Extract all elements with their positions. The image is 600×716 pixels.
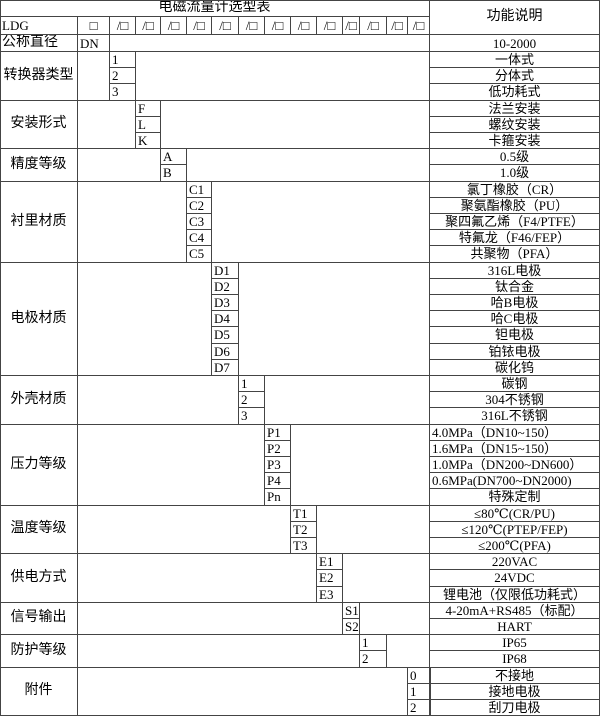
model-code-box: /□ (343, 17, 360, 35)
blank-cell (291, 424, 430, 506)
option-code: 1 (110, 52, 136, 69)
blank-cell (78, 376, 239, 425)
model-code-box: /□ (387, 17, 408, 35)
blank-cell (78, 149, 161, 182)
option-code: C5 (187, 246, 212, 263)
option-code: Pn (265, 489, 291, 506)
group-label: 转换器类型 (0, 52, 78, 101)
model-code-box: /□ (110, 17, 136, 35)
blank-cell (78, 52, 110, 101)
model-code-box: /□ (360, 17, 387, 35)
option-code: C3 (187, 214, 212, 231)
model-code-box: /□ (136, 17, 161, 35)
option-code: C2 (187, 197, 212, 214)
option-code: 2 (110, 68, 136, 85)
group-label: 供电方式 (0, 554, 78, 603)
blank-cell (161, 100, 430, 150)
blank-cell (110, 35, 430, 52)
model-code-box: /□ (317, 17, 343, 35)
blank-cell (343, 554, 430, 603)
option-code: 3 (239, 408, 265, 425)
blank-cell (239, 262, 430, 376)
table-title: 电磁流量计选型表 (0, 0, 430, 17)
option-code: C4 (187, 230, 212, 247)
model-code-box: /□ (291, 17, 317, 35)
group-label: 精度等级 (0, 149, 78, 182)
option-code: D3 (212, 295, 239, 312)
option-code: E1 (317, 554, 343, 571)
option-code: D7 (212, 359, 239, 376)
model-prefix: LDG (0, 17, 78, 35)
option-code: K (136, 133, 161, 150)
option-code: 1 (239, 376, 265, 393)
group-label: 信号输出 (0, 602, 78, 636)
model-code-box: /□ (408, 17, 430, 35)
option-code: E2 (317, 570, 343, 587)
option-code: D1 (212, 262, 239, 279)
group-label: 衬里材质 (0, 181, 78, 263)
blank-cell (78, 602, 343, 636)
blank-cell (78, 505, 291, 555)
option-code: S2 (343, 619, 360, 636)
blank-cell (78, 635, 360, 668)
blank-cell (78, 424, 265, 506)
blank-cell (187, 149, 430, 182)
option-code: B (161, 165, 187, 182)
diameter-label: 公称直径 (0, 35, 78, 52)
option-code: P2 (265, 440, 291, 457)
blank-cell (212, 181, 430, 263)
option-code: D6 (212, 343, 239, 360)
option-code: A (161, 149, 187, 166)
option-code: 1 (360, 635, 387, 652)
option-code: 0 (408, 667, 430, 684)
group-label: 电极材质 (0, 262, 78, 376)
model-code-box: /□ (187, 17, 212, 35)
option-code: D4 (212, 311, 239, 328)
group-label: 压力等级 (0, 424, 78, 506)
option-code: T2 (291, 521, 317, 538)
model-code-box: /□ (161, 17, 187, 35)
option-code: 2 (360, 651, 387, 668)
option-code: S1 (343, 602, 360, 619)
blank-cell (78, 262, 212, 376)
option-code: C1 (187, 181, 212, 198)
model-code-box: /□ (239, 17, 265, 35)
option-code: L (136, 116, 161, 133)
option-code: D2 (212, 278, 239, 295)
blank-cell (78, 554, 317, 603)
blank-cell (78, 100, 136, 150)
group-label: 安装形式 (0, 100, 78, 150)
blank-cell (265, 376, 430, 425)
option-code: T3 (291, 538, 317, 555)
blank-cell (78, 181, 187, 263)
blank-cell (136, 52, 430, 101)
option-code: E3 (317, 586, 343, 603)
model-code-box: /□ (212, 17, 239, 35)
blank-cell (317, 505, 430, 555)
option-code: P4 (265, 473, 291, 490)
group-label: 外壳材质 (0, 376, 78, 425)
diameter-code: DN (78, 35, 110, 52)
option-code: 3 (110, 84, 136, 101)
option-code: D5 (212, 327, 239, 344)
model-code-box: /□ (265, 17, 291, 35)
blank-cell (360, 602, 430, 636)
option-code: T1 (291, 505, 317, 522)
option-code: P3 (265, 457, 291, 474)
model-box: □ (78, 17, 110, 35)
blank-cell (387, 635, 430, 668)
option-code: 2 (239, 392, 265, 409)
option-code: P1 (265, 424, 291, 441)
option-code: F (136, 100, 161, 117)
group-label: 温度等级 (0, 505, 78, 555)
group-label: 防护等级 (0, 635, 78, 668)
option-code: 1 (408, 683, 430, 700)
